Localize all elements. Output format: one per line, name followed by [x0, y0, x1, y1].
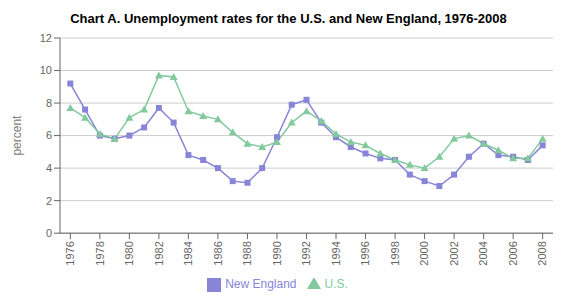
svg-text:1988: 1988 — [241, 241, 253, 265]
svg-text:2002: 2002 — [448, 241, 460, 265]
svg-text:1980: 1980 — [123, 241, 135, 265]
svg-text:4: 4 — [46, 162, 52, 174]
svg-text:6: 6 — [46, 129, 52, 141]
svg-text:1996: 1996 — [359, 241, 371, 265]
svg-text:10: 10 — [40, 64, 52, 76]
svg-text:1992: 1992 — [300, 241, 312, 265]
svg-text:1990: 1990 — [271, 241, 283, 265]
svg-text:1978: 1978 — [94, 241, 106, 265]
svg-text:percent: percent — [10, 115, 24, 156]
svg-text:1982: 1982 — [153, 241, 165, 265]
svg-text:2: 2 — [46, 195, 52, 207]
svg-text:2000: 2000 — [418, 241, 430, 265]
svg-text:2006: 2006 — [507, 241, 519, 265]
svg-text:1998: 1998 — [389, 241, 401, 265]
svg-text:1976: 1976 — [64, 241, 76, 265]
html-text:New England: New England — [225, 277, 297, 292]
svg-text:8: 8 — [46, 97, 52, 109]
svg-text:0: 0 — [46, 227, 52, 239]
svg-text:2008: 2008 — [536, 241, 548, 265]
svg-text:1986: 1986 — [212, 241, 224, 265]
html-text:Chart A. Unemployment rates fo: Chart A. Unemployment rates for the U.S.… — [70, 11, 507, 26]
svg-text:1994: 1994 — [330, 241, 342, 265]
svg-text:12: 12 — [40, 32, 52, 44]
svg-text:1984: 1984 — [182, 241, 194, 265]
svg-text:2004: 2004 — [477, 241, 489, 265]
html-text:U.S.: U.S. — [324, 277, 348, 292]
